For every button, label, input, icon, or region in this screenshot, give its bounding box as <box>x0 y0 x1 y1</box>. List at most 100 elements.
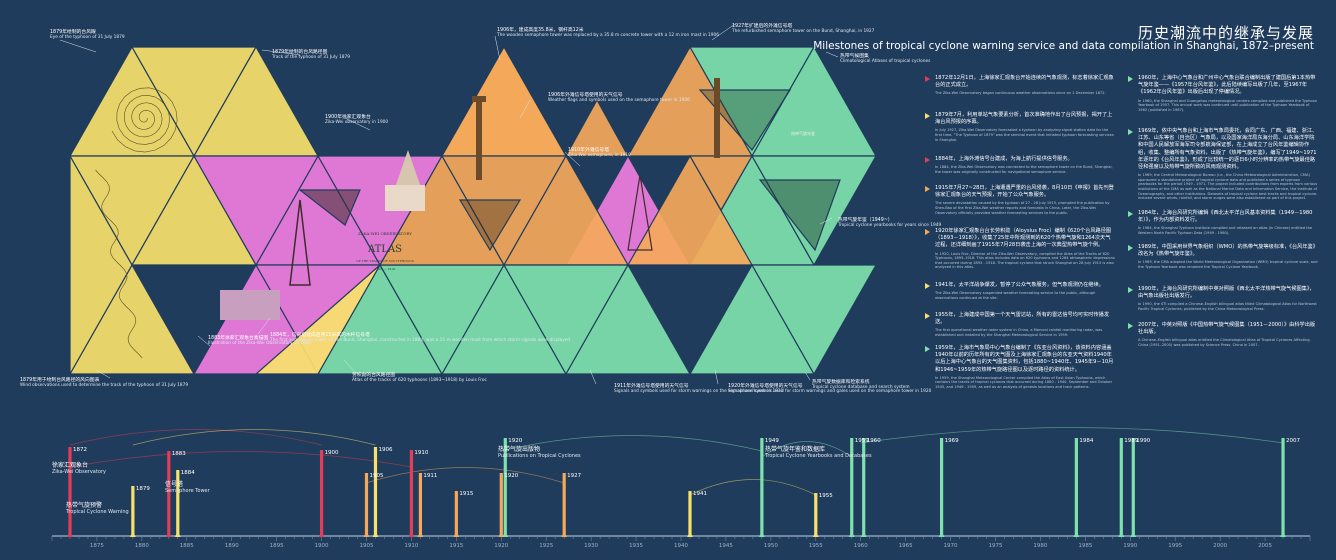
timeline-bar-1920 <box>503 438 507 536</box>
timeline-axis-tick: 1875 <box>89 543 104 549</box>
timeline-bar-1990 <box>1131 438 1135 536</box>
observatory-1883-building <box>220 290 280 320</box>
photo-books-1949 <box>750 155 878 267</box>
timeline-category-label: 徐家汇观象台 Zika-Wei Observatory <box>52 462 106 475</box>
photo-shade-yearbook <box>758 179 841 252</box>
timeline-marker-1900 <box>318 532 325 537</box>
observatory-1900-tower <box>396 150 420 185</box>
timeline-year-label: 1883 <box>171 451 186 457</box>
timeline-axis-tick: 1945 <box>718 543 733 549</box>
timeline-year-label: 1900 <box>324 450 339 456</box>
timeline-bar-1872 <box>68 447 72 536</box>
photo-caption-cn: 1927年扩建后的外滩信号塔 <box>732 24 793 29</box>
photo-caption-cn: 1906年外滩信号塔使用的天气信号 <box>548 93 623 98</box>
timeline-category-en: Zika-Wei Observatory <box>52 469 106 475</box>
timeline-marker-1883 <box>165 532 172 537</box>
photo-caption-cn: 1884年，信号塔建成启用15米高的木杆信号塔 <box>270 333 370 338</box>
event-text-en: In 1884, the Zika-Wei Observatory was co… <box>935 165 1113 174</box>
timeline-year-label: 1906 <box>378 447 393 453</box>
event-entry: 1955年，上海建成中国第一个天气雷达站，所有的雷达信号均可实时传播发送。 The… <box>925 312 1115 338</box>
timeline-marker-1920 <box>502 532 509 537</box>
timeline-axis-tick: 1955 <box>808 543 823 549</box>
event-text-cn: 1920年徐家汇观象台台长劳积勋（Aloysius Froc）编制《620个台风… <box>935 228 1112 249</box>
photo-caption: 1900年徐家汇观象台 Zika-Wei observatory in 1900 <box>325 115 388 125</box>
timeline-marker-1920 <box>498 532 505 537</box>
event-text-cn: 1984年，上海台风研究所编辑《西北太平洋台风基本资料集（1949－1980年）… <box>1138 210 1313 224</box>
photo-caption-cn: 热带气旋数据库和检索系统 <box>812 380 870 385</box>
event-text-cn: 1990年，上海台风研究所编制中英对照版《西北太平洋热带气旋气候图集》，由气象出… <box>1138 286 1315 300</box>
photo-shade-obs <box>298 189 361 226</box>
timeline-bar-1941 <box>688 491 692 536</box>
timeline-year-label: 1955 <box>818 493 833 499</box>
event-marker-icon <box>1128 129 1133 135</box>
timeline-year-label: 1879 <box>135 486 150 492</box>
timeline-axis-tick: 1920 <box>494 543 509 549</box>
page-subtitle: Milestones of tropical cyclone warning s… <box>813 40 1314 52</box>
photo-caption-en: The refurbished semaphore tower on the B… <box>732 29 875 34</box>
photo-caption-cn: 1879年绘制的台风眼 <box>50 30 96 35</box>
photo-caption-en: Tropical cyclone yearbooks for years sin… <box>838 223 942 228</box>
event-marker-icon <box>925 283 930 289</box>
atlas-years-text: 1893 — 1918 <box>375 267 395 271</box>
event-text-cn: 2007年，中英对照版《中国热带气旋气候图集（1951－2000）》由科学出版社… <box>1138 322 1316 336</box>
event-marker-icon <box>1128 211 1133 217</box>
timeline-category-en: Publications on Tropical Cyclones <box>498 453 581 459</box>
timeline-marker-1941 <box>686 532 693 537</box>
timeline-category-label: 热带气旋年鉴和数据库 Tropical Cyclone Yearbooks and… <box>765 446 872 459</box>
timeline-category-cn: 热带气旋年鉴和数据库 <box>765 446 826 453</box>
photo-tower-1927c <box>688 155 754 212</box>
timeline-bar-1969 <box>939 438 944 536</box>
photo-caption-en: Track of the typhoon of 31 July 1879 <box>272 55 350 60</box>
photo-caption: 1879年用于绘制台风路径的风向图表 Wind observations used… <box>20 378 188 388</box>
caption-leader-15 <box>95 369 111 379</box>
photo-tower-1927b <box>564 98 630 157</box>
timeline-category-label: 热带气旋预警 Tropical Cyclone Warning <box>66 502 129 515</box>
event-marker-icon <box>925 186 930 192</box>
event-marker-icon <box>925 157 930 163</box>
photo-shade-books <box>698 89 792 152</box>
timeline-arc-4 <box>501 435 762 452</box>
caption-leader-9 <box>197 335 211 347</box>
atlas-title-text: ZI-KA-WEI OBSERVATORY <box>358 231 412 236</box>
observatory-1900-building <box>385 185 425 211</box>
timeline-bar-1879 <box>131 486 135 536</box>
photo-caption-cn: 1900年徐家汇观象台 <box>325 115 371 120</box>
caption-leader-11 <box>343 359 357 374</box>
timeline-arc-3 <box>366 467 565 484</box>
timeline-marker-1872 <box>66 532 73 537</box>
timeline-axis-tick: 1975 <box>988 543 1003 549</box>
timeline-axis-tick: 1880 <box>134 543 149 549</box>
caption-leader-4 <box>519 99 531 119</box>
timeline-marker-1879 <box>129 532 136 537</box>
timeline-year-label: 1984 <box>1079 438 1094 444</box>
timeline-arc-1 <box>69 451 412 468</box>
timeline-year-label: 1915 <box>459 491 474 497</box>
event-marker-icon <box>1128 287 1133 293</box>
tower-1906-mast <box>476 100 482 180</box>
timeline-marker-1989 <box>1118 532 1125 537</box>
photo-wind-left <box>69 153 133 377</box>
photo-caption-cn: 劳积勋的台风路径图 <box>352 373 396 378</box>
timeline-marker-1960 <box>860 532 867 537</box>
timeline-bar-1960 <box>862 438 866 536</box>
event-marker-icon <box>925 229 930 235</box>
timeline-year-label: 1990 <box>1136 438 1151 444</box>
event-entry: 1941年，太平洋战争爆发，暂停了公众气象服务，但气象观测仍在继续。 The Zi… <box>925 282 1115 300</box>
timeline-bar-1905 <box>364 473 369 536</box>
photo-caption-cn: 1883年徐家汇观象台素描图 <box>208 336 269 341</box>
event-text-cn: 1879年7月，利用单站气象要素分析，首次准确地作出了台风预报，揭开了上海台风预… <box>935 112 1113 126</box>
photo-caption: 1906年外滩信号塔使用的天气信号 Weather flags and symbo… <box>548 93 690 103</box>
photo-obs-1900b <box>192 155 320 267</box>
photo-caption-en: Wind observations used to determine the … <box>20 383 189 388</box>
timeline-bar-2007 <box>1281 438 1285 536</box>
photo-caption: 1911年外滩信号塔使用的天气信号 Signals and symbols use… <box>614 384 783 394</box>
timeline-axis-tick: 1895 <box>269 543 284 549</box>
timeline-category-cn: 热带气旋出版物 <box>498 446 541 453</box>
timeline-bar-1900 <box>319 450 324 536</box>
timeline-year-label: 1960 <box>866 438 881 444</box>
timeline-arc-5 <box>761 441 852 458</box>
timeline-axis-tick: 2005 <box>1258 543 1273 549</box>
timeline-bar-1927 <box>562 473 566 536</box>
photo-caption-en: Signals and symbols used for storm warni… <box>728 389 932 394</box>
